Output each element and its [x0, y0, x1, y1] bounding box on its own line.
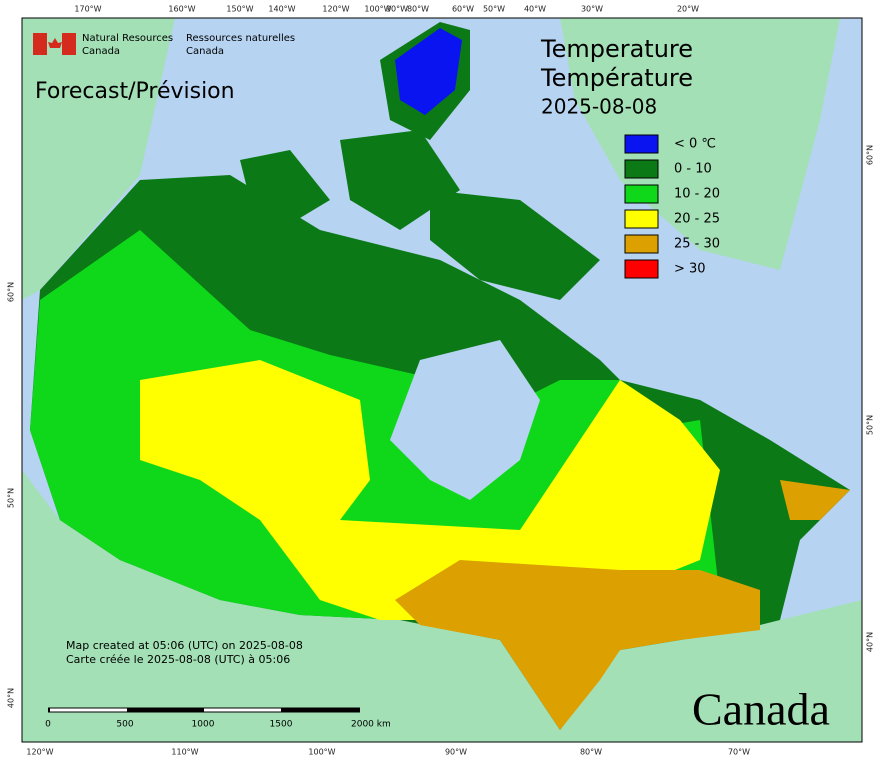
graticule-label: 110°W: [171, 748, 198, 757]
zone-25-30-east: [780, 480, 850, 520]
org-fr: Canada: [186, 46, 224, 57]
graticule-label: 50°W: [483, 5, 505, 14]
zone-20-25: [140, 360, 720, 620]
org-en: Canada: [82, 46, 120, 57]
usa: [22, 470, 862, 742]
graticule-label: 150°W: [226, 5, 253, 14]
graticule-label: 80°W: [580, 748, 602, 757]
created-fr: Carte créée le 2025-08-08 (UTC) à 05:06: [66, 653, 290, 666]
graticule-label: 60°N: [7, 282, 16, 302]
graticule-label: 40°N: [7, 688, 16, 708]
baffin-island: [430, 190, 600, 300]
graticule-label: 120°W: [322, 5, 349, 14]
graticule-label: 80°W: [407, 5, 429, 14]
scale-label: 500: [116, 720, 133, 730]
legend-label: > 30: [674, 262, 706, 277]
legend-swatch: [624, 134, 659, 154]
graticule-label: 160°W: [168, 5, 195, 14]
legend-swatch: [624, 259, 659, 279]
scale-label: 0: [45, 720, 51, 730]
graticule-label: 100°W: [308, 748, 335, 757]
zone-25-30: [395, 560, 760, 730]
title: Température: [540, 64, 693, 92]
legend-swatch: [624, 184, 659, 204]
graticule-label: 40°W: [524, 5, 546, 14]
legend-label: < 0 ℃: [674, 137, 716, 152]
legend-swatch: [624, 234, 659, 254]
island: [240, 150, 330, 230]
hudson-bay: [390, 340, 540, 500]
graticule-label: 60°W: [452, 5, 474, 14]
flag-bar: [62, 33, 76, 55]
graticule-label: 140°W: [268, 5, 295, 14]
graticule-label: 50°N: [866, 415, 875, 435]
created-en: Map created at 05:06 (UTC) on 2025-08-08: [66, 639, 303, 652]
map-frame: [21, 17, 863, 743]
org-en: Natural Resources: [82, 33, 173, 44]
graticule-label: 60°N: [866, 145, 875, 165]
flag-bar: [33, 33, 47, 55]
graticule-label: 100°W: [364, 5, 391, 14]
ice-cold-area: [395, 28, 462, 115]
maple-leaf: [48, 38, 62, 48]
org-fr: Ressources naturelles: [186, 33, 295, 44]
legend-swatch: [624, 159, 659, 179]
legend-label: 25 - 30: [674, 237, 720, 252]
graticule-label: 30°W: [581, 5, 603, 14]
graticule-label: 40°N: [866, 632, 875, 652]
scale-label: 2000 km: [351, 720, 391, 730]
product: Forecast/Prévision: [35, 79, 235, 104]
graticule-label: 120°W: [26, 748, 53, 757]
legend-label: 20 - 25: [674, 212, 720, 227]
legend-swatch: [624, 209, 659, 229]
frame-border: [21, 17, 863, 743]
graticule-label: 90°W: [445, 748, 467, 757]
graticule-label: 70°W: [728, 748, 750, 757]
graticule-label: 90°W: [386, 5, 408, 14]
title: Temperature: [540, 35, 693, 63]
scale-label: 1000: [192, 720, 215, 730]
alaska: [22, 18, 175, 300]
greenland: [560, 18, 840, 270]
title-date: 2025-08-08: [541, 95, 657, 119]
scale-label: 1500: [270, 720, 293, 730]
legend-label: 10 - 20: [674, 187, 720, 202]
graticule-label: 170°W: [74, 5, 101, 14]
wordmark: Canada: [692, 684, 830, 735]
graticule-label: 20°W: [677, 5, 699, 14]
graticule-label: 50°N: [7, 488, 16, 508]
legend-label: 0 - 10: [674, 162, 712, 177]
